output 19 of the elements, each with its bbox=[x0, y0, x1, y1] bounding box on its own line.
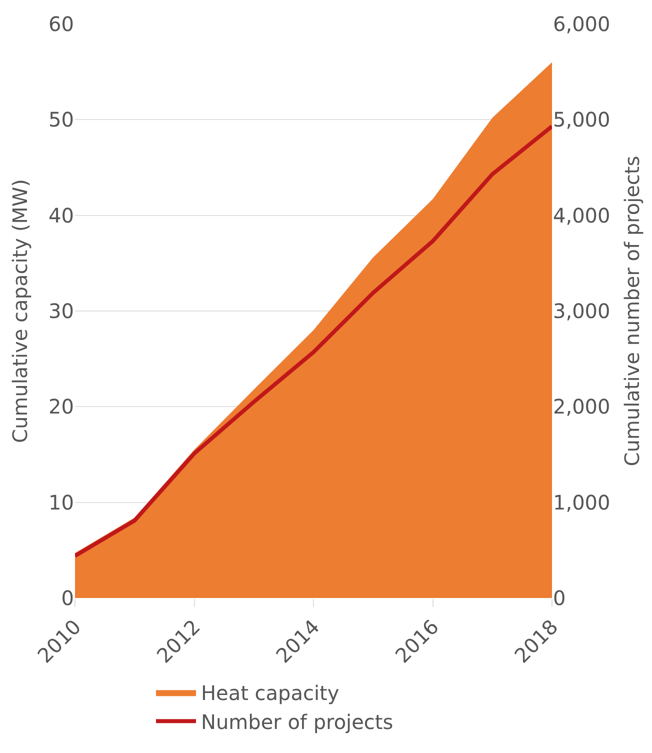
y2-tick-label: 4,000 bbox=[553, 203, 610, 228]
y-tick-label: 60 bbox=[48, 12, 74, 36]
y2-tick-label: 3,000 bbox=[553, 299, 610, 323]
line-series bbox=[75, 124, 552, 558]
y-tick-label: 0 bbox=[61, 586, 74, 610]
legend-label: Number of projects bbox=[201, 710, 394, 734]
y2-tick-label: 6,000 bbox=[553, 12, 610, 36]
y-tick-label: 50 bbox=[48, 108, 74, 132]
y2-tick-label: 0 bbox=[553, 586, 566, 610]
y-tick-label: 40 bbox=[48, 203, 74, 228]
y-axis-title: Cumulative capacity (MW) bbox=[8, 179, 32, 443]
y-tick-label: 20 bbox=[48, 394, 74, 419]
y-tick-label: 30 bbox=[48, 299, 74, 323]
y-tick-label: 10 bbox=[48, 490, 74, 514]
legend-label: Heat capacity bbox=[201, 680, 340, 705]
y2-tick-label: 5,000 bbox=[553, 108, 610, 132]
y2-tick-label: 1,000 bbox=[553, 490, 610, 514]
y2-tick-label: 2,000 bbox=[553, 394, 610, 419]
y2-axis-title: Cumulative number of projects bbox=[620, 156, 644, 466]
